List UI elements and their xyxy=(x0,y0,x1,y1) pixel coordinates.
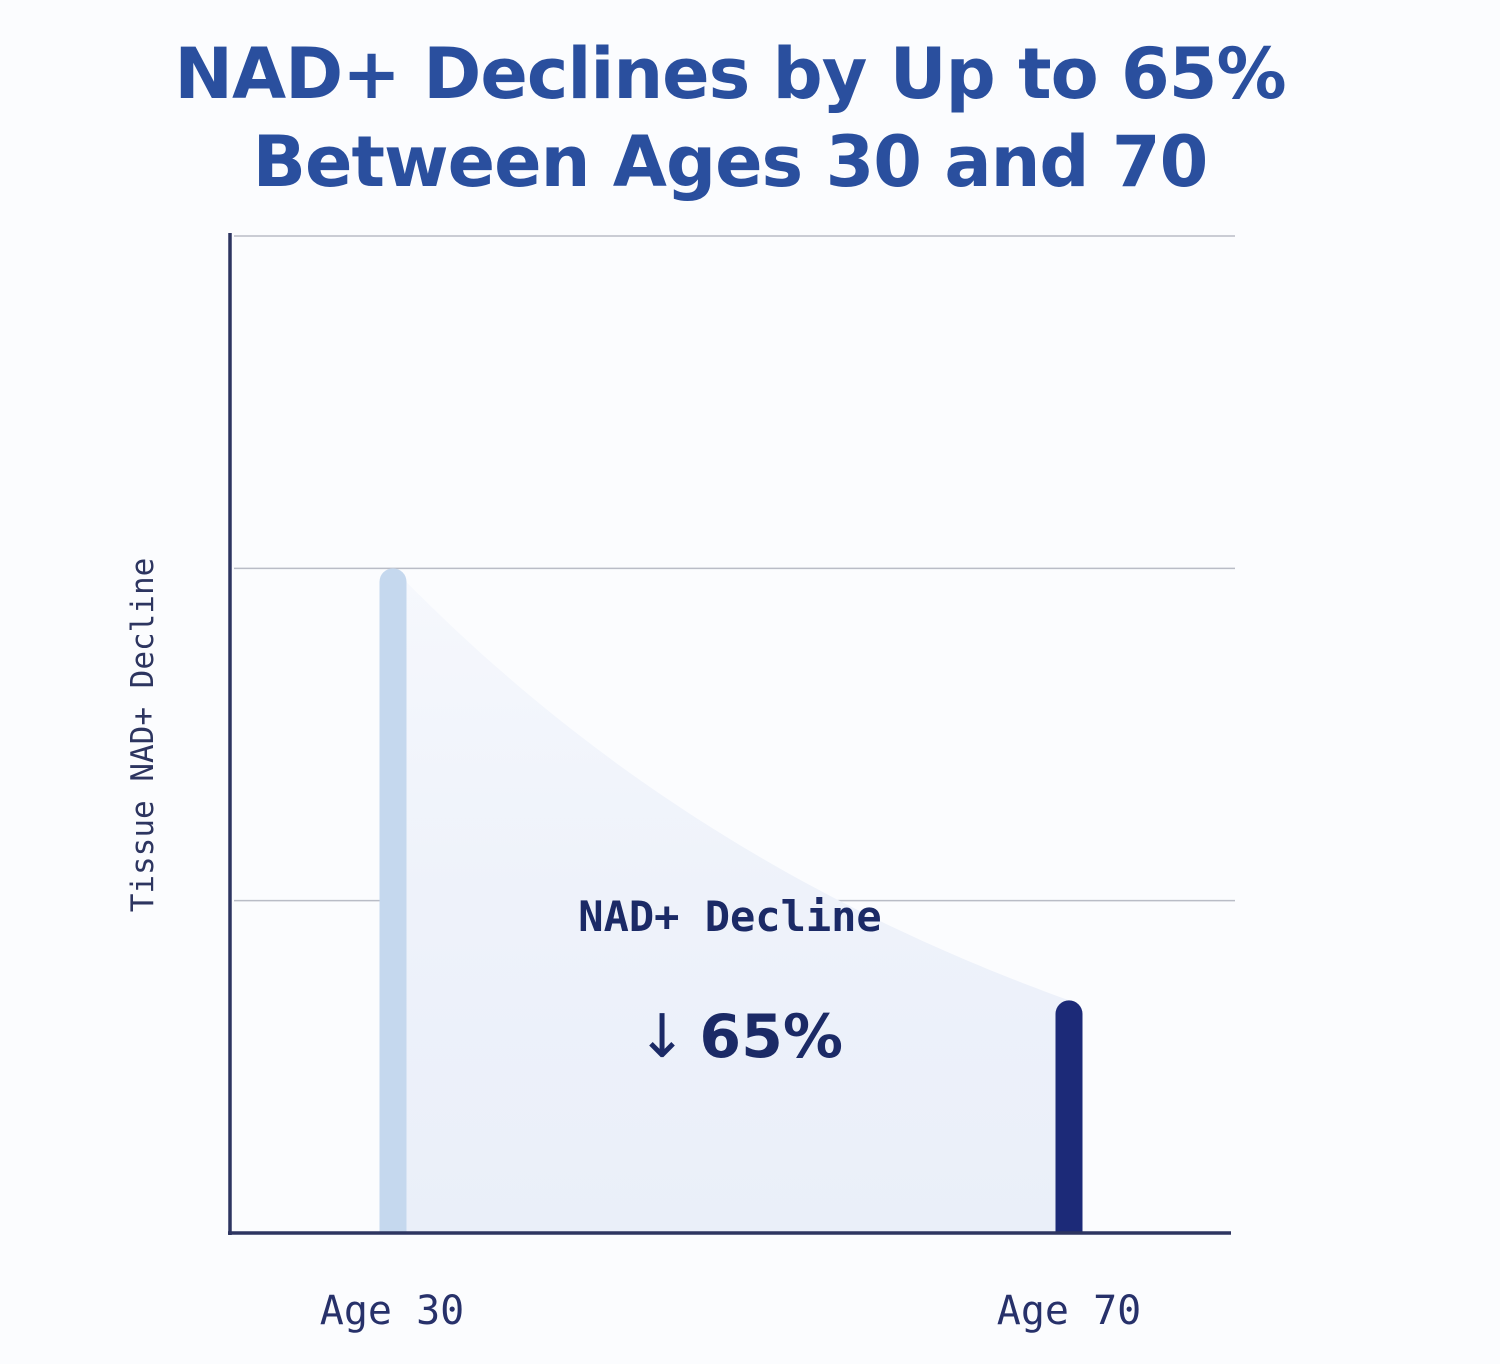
x-tick-label-age-70: Age 70 xyxy=(996,1288,1142,1334)
bar-age-70 xyxy=(1055,1000,1083,1233)
annotation-value: ↓ 65% xyxy=(637,1002,843,1072)
chart-title: NAD+ Declines by Up to 65% Between Ages … xyxy=(0,30,1460,206)
annotation-label: NAD+ Decline xyxy=(578,892,882,941)
decline-area xyxy=(393,568,1069,1233)
down-arrow-icon: ↓ xyxy=(637,1002,688,1072)
annotation-percent: 65% xyxy=(699,1002,843,1072)
y-axis-label: Tissue NAD+ Decline xyxy=(125,557,161,913)
chart-title-line-2: Between Ages 30 and 70 xyxy=(252,121,1209,203)
chart-title-line-1: NAD+ Declines by Up to 65% xyxy=(174,33,1286,115)
x-tick-label-age-30: Age 30 xyxy=(319,1288,465,1334)
bar-age-30 xyxy=(379,568,407,1233)
